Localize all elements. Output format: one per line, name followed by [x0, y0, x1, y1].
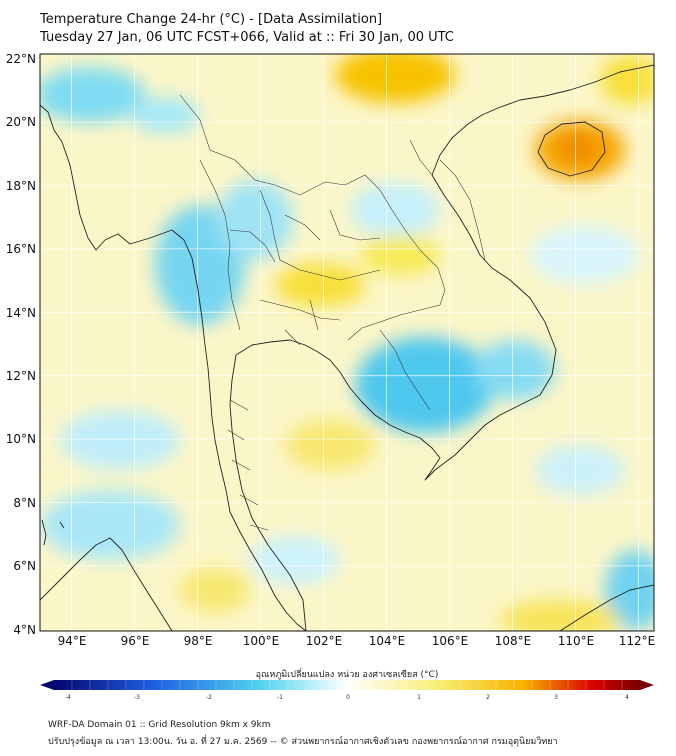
province-border [409, 139, 486, 261]
warm-area [285, 420, 375, 470]
borneo-coast [559, 584, 654, 631]
warm-area [275, 263, 365, 307]
colorbar-tick: 2 [486, 694, 490, 700]
colorbar-max-arrow [640, 680, 654, 690]
colorbar: -4 -3 -2 -1 0 1 2 3 4 [40, 680, 654, 700]
lon-label: 112°E [619, 634, 656, 648]
cool-area [40, 490, 180, 560]
colorbar-tick: -2 [206, 694, 212, 700]
andaman-islands [41, 519, 65, 546]
colorbar-tick: 3 [554, 694, 558, 700]
cool-area [250, 535, 340, 585]
colorbar-gradient [54, 680, 640, 690]
lat-label: 8°N [13, 496, 36, 510]
cool-area [60, 410, 180, 470]
cool-area [40, 67, 145, 123]
hainan-island [537, 121, 606, 177]
warm-area [335, 54, 455, 103]
lon-label: 106°E [432, 634, 469, 648]
temperature-field [40, 54, 654, 631]
sumatra-coast [40, 537, 173, 631]
province-border [229, 209, 381, 263]
cool-area [350, 182, 440, 238]
lon-label: 108°E [495, 634, 532, 648]
lat-label: 6°N [13, 559, 36, 573]
colorbar-segments [71, 680, 623, 690]
colorbar-tick: 0 [346, 694, 350, 700]
footer-credits: ปรับปรุงข้อมูล ณ เวลา 13:00น. วัน อ. ที่… [48, 737, 558, 747]
province-border [227, 399, 269, 531]
lat-label: 4°N [13, 623, 36, 637]
lat-label: 18°N [6, 179, 36, 193]
mainland-coastline [40, 104, 307, 631]
map-subtitle: Tuesday 27 Jan, 06 UTC FCST+066, Valid a… [40, 30, 454, 45]
lat-label: 12°N [6, 369, 36, 383]
lon-label: 94°E [58, 634, 87, 648]
footer-model-info: WRF-DA Domain 01 :: Grid Resolution 9km … [48, 720, 271, 730]
cool-area [217, 180, 293, 260]
colorbar-tick: 1 [417, 694, 421, 700]
warm-area [180, 568, 250, 612]
warm-area [562, 134, 594, 162]
admin-borders [179, 94, 486, 531]
map-figure: 22°N 20°N 18°N 16°N 14°N 12°N 10°N 8°N 6… [6, 52, 656, 700]
province-border [199, 159, 241, 331]
colorbar-tick: -1 [277, 694, 283, 700]
warm-area [360, 235, 440, 275]
lat-label: 14°N [6, 306, 36, 320]
province-border [259, 189, 381, 281]
lat-axis: 22°N 20°N 18°N 16°N 14°N 12°N 10°N 8°N 6… [6, 52, 36, 637]
cool-area [535, 445, 625, 495]
lat-label: 20°N [6, 115, 36, 129]
cool-area [475, 340, 555, 400]
map-title: Temperature Change 24-hr (°C) - [Data As… [40, 12, 383, 27]
cool-area [355, 337, 495, 433]
colorbar-tick: -3 [134, 694, 140, 700]
lon-label: 96°E [121, 634, 150, 648]
cool-area [130, 97, 200, 133]
province-border [259, 299, 341, 346]
province-border [379, 329, 431, 411]
lon-label: 102°E [306, 634, 343, 648]
colorbar-tick: -4 [65, 694, 71, 700]
province-border [179, 94, 446, 341]
lat-label: 10°N [6, 432, 36, 446]
warm-area [500, 600, 620, 631]
lon-label: 110°E [558, 634, 595, 648]
lon-label: 104°E [369, 634, 406, 648]
colorbar-tick: 4 [625, 694, 629, 700]
colorbar-min-arrow [40, 680, 54, 690]
graticule [40, 54, 654, 631]
lon-axis: 94°E 96°E 98°E 100°E 102°E 104°E 106°E 1… [58, 634, 656, 648]
cool-area [530, 225, 640, 285]
gulf-coastline [229, 64, 654, 631]
coastlines [40, 64, 654, 631]
colorbar-title: อุณหภูมิเปลี่ยนแปลง หน่วย องศาเซลเซียส (… [255, 670, 439, 680]
lon-label: 98°E [184, 634, 213, 648]
warm-area [600, 55, 654, 105]
lat-label: 16°N [6, 242, 36, 256]
lat-label: 22°N [6, 52, 36, 66]
lon-label: 100°E [243, 634, 280, 648]
plot-frame [39, 53, 655, 632]
